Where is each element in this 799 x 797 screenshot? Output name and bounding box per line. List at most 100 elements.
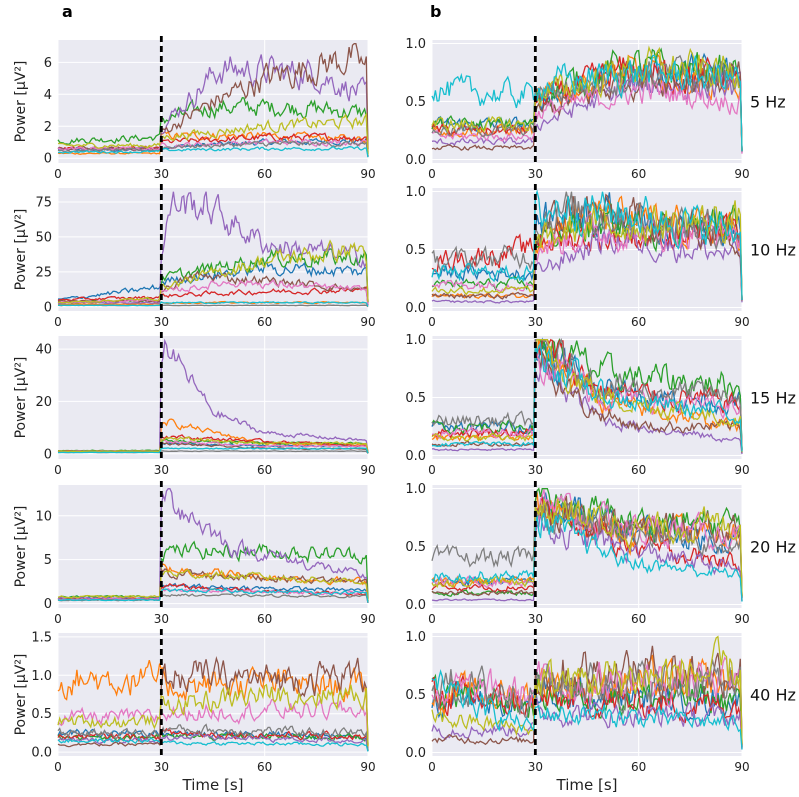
series-line-5 bbox=[431, 513, 743, 602]
x-tick-label: 90 bbox=[734, 315, 749, 329]
y-tick-label: 1.0 bbox=[405, 630, 426, 645]
x-tick-label: 90 bbox=[734, 167, 749, 181]
series-line-9 bbox=[57, 683, 369, 747]
y-tick-label: 2 bbox=[44, 120, 52, 135]
series-line-9 bbox=[57, 239, 369, 304]
y-tick-label: 0.0 bbox=[405, 746, 426, 761]
x-tick-label: 30 bbox=[154, 315, 169, 329]
y-tick-label: 0.5 bbox=[31, 707, 52, 722]
frequency-label: 10 Hz bbox=[750, 241, 796, 260]
subplot-b-2: 0 30 60 90 0.0 0.5 1.0 10 Hz bbox=[405, 184, 796, 329]
y-tick-label: 0.5 bbox=[405, 243, 426, 258]
x-tick-label: 60 bbox=[631, 612, 646, 626]
x-tick-label: 60 bbox=[631, 167, 646, 181]
series-line-4 bbox=[431, 338, 743, 451]
series-line-3 bbox=[431, 337, 743, 449]
plot-background bbox=[58, 485, 368, 608]
subplot-a-3: 0 30 60 90 0 20 40 Power [μV²] bbox=[13, 332, 376, 477]
x-tick-label: 30 bbox=[528, 315, 543, 329]
series-line-10 bbox=[57, 588, 369, 603]
y-axis-label: Power [μV²] bbox=[13, 357, 29, 439]
subplot-b-1: 0 30 60 90 0.0 0.5 1.0 5 Hz bbox=[405, 36, 786, 181]
series-line-7 bbox=[57, 587, 369, 603]
x-tick-label: 90 bbox=[360, 463, 375, 477]
series-line-9 bbox=[431, 339, 743, 453]
subplot-a-1: 0 30 60 90 0 2 4 6 Power [μV²] bbox=[13, 36, 376, 181]
subplot-a-4: 0 30 60 90 0 5 10 Power [μV²] bbox=[13, 481, 376, 626]
x-tick-label: 30 bbox=[154, 463, 169, 477]
y-tick-label: 1.0 bbox=[405, 333, 426, 348]
frequency-label: 15 Hz bbox=[750, 389, 796, 408]
series-line-6 bbox=[57, 43, 369, 152]
series-line-9 bbox=[57, 436, 369, 453]
series-line-8 bbox=[57, 723, 369, 751]
x-tick-label: 60 bbox=[257, 612, 272, 626]
x-tick-label: 0 bbox=[428, 463, 436, 477]
series-line-9 bbox=[57, 112, 369, 155]
series-line-8 bbox=[57, 593, 369, 604]
y-tick-label: 0.5 bbox=[405, 688, 426, 703]
y-tick-label: 20 bbox=[35, 395, 52, 410]
subplot-b-4: 0 30 60 90 0.0 0.5 1.0 20 Hz bbox=[405, 481, 796, 626]
x-tick-label: 60 bbox=[257, 315, 272, 329]
y-tick-label: 0 bbox=[44, 152, 52, 167]
y-tick-label: 0.5 bbox=[405, 391, 426, 406]
series-line-7 bbox=[431, 489, 743, 598]
series-line-5 bbox=[431, 696, 743, 750]
x-tick-label: 0 bbox=[54, 463, 62, 477]
x-tick-label: 0 bbox=[428, 760, 436, 774]
x-tick-label: 90 bbox=[734, 463, 749, 477]
series-line-10 bbox=[431, 512, 743, 602]
series-line-6 bbox=[57, 655, 369, 748]
subplot-b-3: 0 30 60 90 0.0 0.5 1.0 15 Hz bbox=[405, 332, 796, 477]
series-line-10 bbox=[431, 189, 743, 301]
x-tick-label: 90 bbox=[734, 612, 749, 626]
series-line-9 bbox=[431, 497, 743, 597]
y-axis-label: Power [μV²] bbox=[13, 654, 29, 736]
y-tick-label: 5 bbox=[44, 553, 52, 568]
x-tick-label: 0 bbox=[54, 167, 62, 181]
x-tick-label: 0 bbox=[428, 612, 436, 626]
x-tick-label: 60 bbox=[631, 463, 646, 477]
y-tick-label: 0 bbox=[44, 300, 52, 315]
y-tick-label: 0.0 bbox=[405, 598, 426, 613]
panel-label-a: a bbox=[62, 2, 73, 21]
series-line-3 bbox=[57, 96, 369, 154]
y-tick-label: 6 bbox=[44, 56, 52, 71]
x-tick-label: 90 bbox=[360, 315, 375, 329]
x-tick-label: 60 bbox=[257, 463, 272, 477]
series-line-1 bbox=[58, 259, 369, 304]
subplot-b-5: 0 30 60 90 0.0 0.5 1.0 40 Hz Time [s] bbox=[405, 629, 796, 794]
series-line-5 bbox=[431, 356, 743, 455]
frequency-label: 40 Hz bbox=[750, 686, 796, 705]
series-line-2 bbox=[57, 300, 369, 307]
series-line-8 bbox=[57, 140, 369, 157]
series-line-10 bbox=[431, 669, 743, 750]
x-tick-label: 30 bbox=[528, 463, 543, 477]
y-tick-label: 50 bbox=[35, 230, 52, 245]
panel-label-b: b bbox=[430, 2, 442, 21]
x-tick-label: 0 bbox=[54, 612, 62, 626]
y-tick-label: 0.0 bbox=[31, 746, 52, 761]
series-line-4 bbox=[57, 286, 369, 306]
series-line-6 bbox=[431, 645, 743, 746]
x-tick-label: 0 bbox=[54, 760, 62, 774]
x-tick-label: 90 bbox=[360, 760, 375, 774]
series-line-4 bbox=[431, 494, 743, 601]
series-line-5 bbox=[431, 226, 743, 304]
x-tick-label: 60 bbox=[631, 760, 646, 774]
frequency-label: 20 Hz bbox=[750, 538, 796, 557]
y-tick-label: 1.0 bbox=[405, 37, 426, 52]
subplot-a-2: 0 30 60 90 0 25 50 75 Power [μV²] bbox=[13, 184, 376, 329]
series-line-5 bbox=[57, 488, 369, 602]
frequency-label: 5 Hz bbox=[750, 93, 786, 112]
y-tick-label: 10 bbox=[35, 509, 52, 524]
series-line-8 bbox=[431, 338, 743, 450]
y-tick-label: 75 bbox=[35, 195, 52, 210]
series-line-5 bbox=[57, 191, 369, 305]
series-line-10 bbox=[58, 447, 369, 454]
x-tick-label: 0 bbox=[428, 315, 436, 329]
y-tick-label: 0 bbox=[44, 597, 52, 612]
y-tick-label: 0 bbox=[44, 447, 52, 462]
